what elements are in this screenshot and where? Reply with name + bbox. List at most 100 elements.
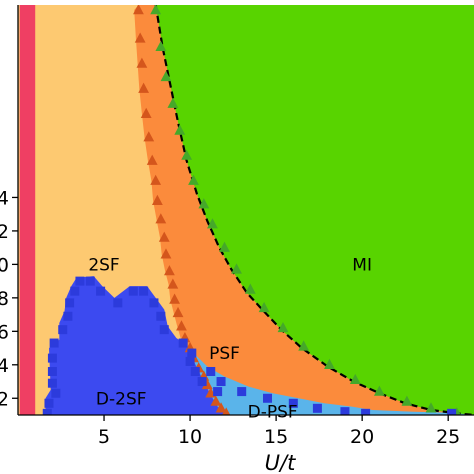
region-mi [155,5,474,415]
blue-square-marker [288,398,298,408]
green-triangle-marker [231,263,242,274]
blue-square-marker [206,366,216,376]
x-tick-label: 25 [436,426,460,448]
blue-square-marker [47,353,57,363]
x-tick-label: 5 [98,426,110,448]
blue-square-marker [263,393,273,403]
x-tick-label: 15 [264,426,288,448]
green-triangle-marker [181,149,193,160]
green-triangle-marker [401,395,413,406]
blue-square-marker [47,378,57,388]
region-label-2sf: 2SF [88,255,119,275]
green-triangle-marker [219,241,230,252]
blue-square-marker [149,298,159,308]
orange-triangle-marker [167,278,179,289]
region-labels: 2SF MI PSF D-2SF D-PSF [88,255,372,422]
green-triangle-marker [298,340,310,351]
orange-triangle-marker [138,82,150,93]
blue-square-marker [178,338,188,348]
blue-square-marker [187,348,197,358]
blue-square-marker [85,276,95,286]
blue-square-marker [113,298,123,308]
blue-square-marker [58,325,68,335]
blue-square-marker [156,311,166,321]
green-triangle-marker [188,174,199,185]
blue-square-marker [139,286,149,296]
blue-square-marker [65,298,75,308]
blue-square-marker [159,325,169,335]
orange-triangle-marker [215,402,227,413]
orange-triangle-marker [140,107,152,118]
blue-square-marker [128,286,138,296]
blue-square-marker [340,407,350,415]
green-triangle-marker [198,198,210,209]
green-triangle-marker [160,70,172,82]
orange-triangle-marker [176,320,187,331]
orange-triangle-marker [133,5,144,15]
blue-square-marker [75,276,85,286]
y-tick-label: 1.4 [0,187,9,209]
orange-triangle-marker [158,231,170,242]
blue-square-marker [70,286,80,296]
blue-square-marker [44,398,54,408]
y-tick-label: 1.0 [0,254,9,276]
y-tick-label: .4 [0,355,9,377]
phase-regions [18,5,474,415]
blue-square-marker [96,286,106,296]
blue-square-marker [47,366,57,376]
orange-triangle-marker [222,407,231,415]
green-triangle-marker [425,402,437,413]
orange-triangle-marker [150,174,162,185]
orange-triangle-marker [169,293,180,304]
blue-square-marker [185,356,195,366]
blue-square-marker [63,311,73,321]
region-label-d-psf: D-PSF [248,403,298,423]
orange-triangle-marker [210,395,222,406]
region-label-psf: PSF [209,344,240,364]
y-tick-label: .6 [0,321,9,343]
blue-square-marker [49,338,59,348]
green-triangle-marker [150,5,162,15]
blue-square-marker [42,408,52,415]
green-triangle-marker [155,40,167,52]
region-label-d-2sf: D-2SF [96,389,147,409]
blue-square-marker [216,377,226,387]
orange-triangle-marker [201,378,213,390]
green-triangle-marker [207,218,218,229]
y-tick-label: .2 [0,388,9,410]
blue-square-marker [447,408,457,415]
blue-square-marker [190,366,200,376]
green-triangle-marker [373,385,385,396]
blue-square-marker [361,408,371,415]
orange-triangle-marker [160,248,172,259]
green-triangle-marker [324,358,335,369]
orange-triangle-marker [134,32,146,43]
phase-markers [42,5,474,415]
x-axis-label: U/t [265,451,296,474]
y-tick-label: 1.2 [0,221,9,243]
green-triangle-marker [174,124,186,135]
x-tick-label: 10 [178,426,202,448]
green-triangle-marker [349,373,361,385]
blue-square-marker [237,387,247,397]
orange-triangle-marker [155,213,167,224]
green-triangle-marker [244,283,256,294]
blue-square-marker [51,388,61,398]
region-d-psf [178,339,474,415]
blue-square-marker [213,387,223,397]
region-d-2sf [45,276,227,415]
region-strip [19,5,36,415]
orange-triangle-marker [143,131,155,142]
green-triangle-marker [277,321,289,333]
region-label-mi: MI [352,255,372,275]
x-tick-label: 20 [350,426,374,448]
orange-triangle-marker [151,194,163,205]
blue-square-marker [197,377,207,387]
orange-triangle-marker [136,57,148,68]
green-triangle-marker [258,301,270,313]
y-tick-label: .8 [0,288,9,310]
orange-triangle-marker [146,154,158,165]
blue-square-marker [312,403,322,413]
axes: 5 10 15 20 25 .2 .4 .6 .8 1.0 1.2 1.4 [0,5,474,448]
